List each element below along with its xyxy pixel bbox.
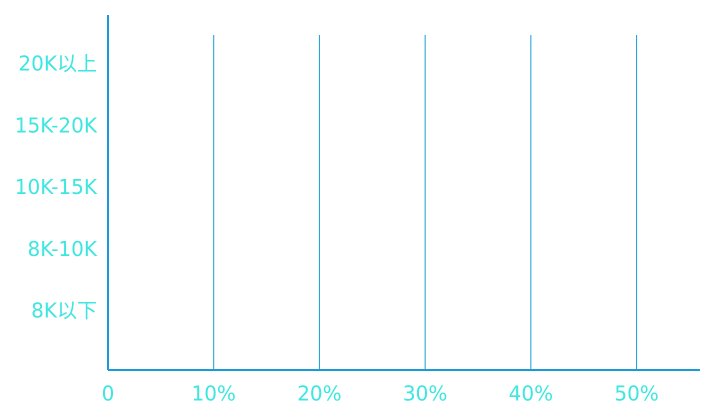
- x-tick-label: 50%: [614, 382, 658, 406]
- y-tick-label: 8K-10K: [27, 237, 97, 261]
- y-tick-label: 8K以下: [31, 299, 97, 323]
- x-tick-label: 30%: [403, 382, 447, 406]
- y-tick-label: 10K-15K: [15, 175, 98, 199]
- y-tick-label: 15K-20K: [15, 113, 98, 137]
- y-tick-label: 20K以上: [18, 52, 97, 76]
- x-tick-label: 40%: [509, 382, 553, 406]
- x-tick-label: 0: [102, 382, 115, 406]
- x-tick-label: 10%: [191, 382, 235, 406]
- x-tick-label: 20%: [297, 382, 341, 406]
